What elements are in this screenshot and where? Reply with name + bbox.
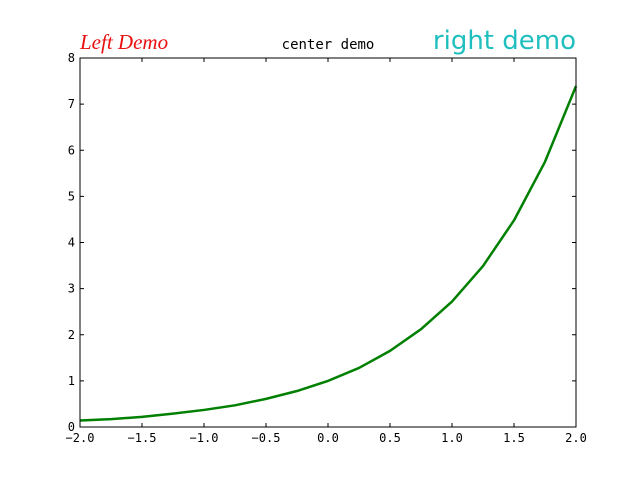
x-tick-label: 1.5 <box>503 431 525 445</box>
y-tick-label: 1 <box>68 374 75 388</box>
chart-title-right: right demo <box>433 26 576 56</box>
chart-title-center: center demo <box>282 37 375 53</box>
y-tick-label: 2 <box>68 328 75 342</box>
y-tick-label: 4 <box>68 236 75 250</box>
y-tick-label: 0 <box>68 420 75 434</box>
y-tick-label: 8 <box>68 51 75 65</box>
y-tick-label: 5 <box>68 189 75 203</box>
x-tick-label: −0.5 <box>252 431 281 445</box>
x-tick-label: 0.5 <box>379 431 401 445</box>
series-layer <box>79 85 578 422</box>
chart-title-left: Left Demo <box>79 30 168 54</box>
plot-frame <box>79 57 577 428</box>
x-tick-label: −2.0 <box>66 431 95 445</box>
y-tick-label: 7 <box>68 97 75 111</box>
axis-ticks: −2.0 −1.5 −1.0 −0.5 0.0 0.5 1.0 1.5 2.0 0 1 2 3 4 5 6 7 8 <box>66 51 587 445</box>
x-tick-label: 0.0 <box>317 431 339 445</box>
x-tick-label: −1.0 <box>190 431 219 445</box>
series-line <box>79 85 578 422</box>
x-tick-label: 1.0 <box>441 431 463 445</box>
y-tick-label: 6 <box>68 143 75 157</box>
x-tick-label: −1.5 <box>128 431 157 445</box>
x-tick-label: 2.0 <box>565 431 587 445</box>
y-tick-label: 3 <box>68 282 75 296</box>
